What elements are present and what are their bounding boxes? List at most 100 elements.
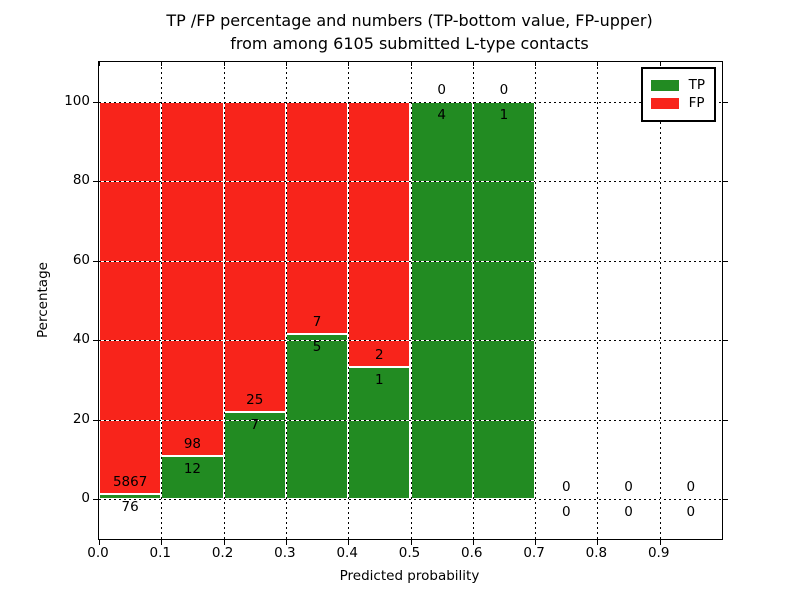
y-tick-right: [723, 260, 728, 262]
vertical-gridline: [472, 62, 474, 539]
vertical-gridline: [535, 62, 537, 539]
y-tick: [93, 101, 98, 103]
fp-count-label: 98: [183, 435, 202, 452]
x-tick-top: [472, 62, 474, 66]
y-tick-label: 60: [72, 251, 90, 268]
y-tick-label: 0: [81, 490, 90, 507]
bar-tp: [285, 333, 349, 500]
tp-count-label: 1: [375, 371, 384, 388]
x-tick: [223, 540, 225, 545]
x-tick-label: 0.9: [647, 545, 670, 561]
x-tick-top: [535, 62, 537, 66]
x-tick-top: [99, 62, 100, 66]
bar-tp: [410, 101, 473, 500]
legend-item-fp: FP: [650, 95, 705, 111]
x-tick-label: 0.5: [398, 545, 421, 561]
fp-count-label: 0: [624, 479, 633, 496]
legend-label-fp: FP: [688, 95, 705, 111]
fp-count-label: 0: [437, 81, 446, 98]
y-tick-right: [723, 499, 728, 501]
legend: TP FP: [640, 67, 716, 122]
y-tick-right: [723, 419, 728, 421]
x-tick: [285, 540, 287, 545]
y-tick-label: 80: [72, 172, 90, 189]
y-tick-label: 100: [64, 92, 90, 109]
x-tick-label: 0.7: [523, 545, 545, 561]
vertical-gridline: [597, 62, 599, 539]
vertical-gridline: [348, 62, 350, 539]
bar-tp: [99, 494, 162, 500]
x-tick-top: [348, 62, 350, 66]
x-tick-label: 0.3: [274, 545, 296, 561]
fp-count-label: 2: [375, 346, 384, 363]
legend-item-tp: TP: [650, 77, 705, 93]
x-tick-top: [161, 62, 163, 66]
y-tick-right: [723, 101, 728, 103]
y-tick-label: 40: [72, 331, 90, 348]
bar-fp: [161, 101, 224, 456]
vertical-gridline: [285, 62, 287, 539]
y-tick-label: 20: [72, 410, 90, 427]
y-tick: [93, 499, 98, 501]
tp-count-label: 0: [561, 504, 571, 521]
chart-title-line1: TP /FP percentage and numbers (TP-bottom…: [166, 11, 653, 30]
x-tick: [161, 540, 163, 545]
x-tick-label: 0.1: [149, 545, 172, 561]
vertical-gridline: [410, 62, 412, 539]
y-tick: [93, 260, 98, 262]
fp-count-label: 0: [499, 81, 509, 98]
x-tick-top: [410, 62, 412, 66]
x-tick: [472, 540, 474, 545]
tp-count-label: 76: [121, 499, 139, 516]
y-tick-right: [723, 340, 728, 342]
bar-fp: [348, 101, 411, 367]
x-tick-label: 0.8: [585, 545, 608, 561]
legend-swatch-tp: [650, 80, 679, 91]
x-tick-label: 0.6: [461, 545, 483, 561]
vertical-gridline: [659, 62, 661, 539]
fp-count-label: 7: [312, 313, 322, 330]
x-tick-top: [285, 62, 287, 66]
bar-fp: [285, 101, 349, 334]
vertical-gridline: [223, 62, 225, 539]
y-tick: [93, 340, 98, 342]
x-tick-top: [597, 62, 599, 66]
tp-count-label: 12: [183, 460, 202, 477]
tp-count-label: 0: [624, 504, 633, 521]
vertical-gridline: [161, 62, 163, 539]
x-tick-label: 0.2: [211, 545, 234, 561]
chart-title-line2: from among 6105 submitted L-type contact…: [230, 34, 589, 53]
tp-count-label: 5: [312, 338, 322, 355]
x-tick: [410, 540, 412, 545]
tp-count-label: 7: [250, 417, 260, 434]
y-tick: [93, 181, 98, 183]
x-tick: [535, 540, 537, 545]
tp-count-label: 0: [686, 504, 696, 521]
fp-count-label: 25: [246, 392, 264, 409]
x-tick-top: [223, 62, 225, 66]
fp-count-label: 0: [686, 479, 696, 496]
tp-count-label: 4: [437, 106, 446, 123]
bar-tp: [348, 366, 411, 500]
x-axis-label: Predicted probability: [339, 568, 480, 584]
bar-tp: [472, 101, 536, 500]
x-tick: [659, 540, 661, 545]
legend-swatch-fp: [650, 98, 679, 109]
x-tick-top: [659, 62, 661, 66]
tp-count-label: 1: [499, 106, 509, 123]
bar-fp: [223, 101, 286, 413]
plot-area: TP FP 5867 76 98 12 25 7 7 5 2 1 0 4 0 1 0 0 0 0 0 0: [93, 61, 728, 545]
y-tick-right: [723, 181, 728, 183]
x-tick: [597, 540, 599, 545]
x-tick-label: 0.4: [336, 545, 358, 561]
y-axis-label: Percentage: [35, 262, 51, 338]
fp-count-label: 5867: [112, 474, 148, 491]
bar-fp: [99, 101, 162, 495]
x-tick: [99, 540, 100, 545]
bar-tp: [161, 455, 224, 500]
fp-count-label: 0: [561, 479, 571, 496]
y-tick: [93, 419, 98, 421]
x-tick: [348, 540, 350, 545]
legend-label-tp: TP: [688, 77, 705, 93]
